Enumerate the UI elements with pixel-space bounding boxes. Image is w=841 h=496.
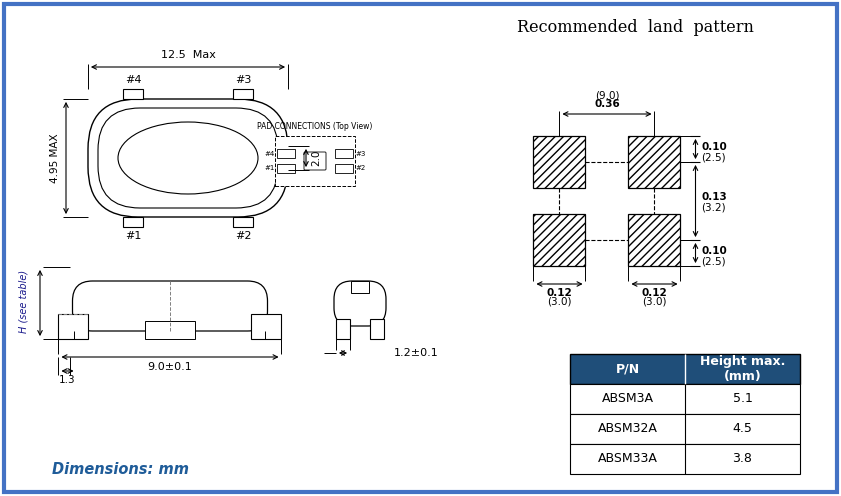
- Text: Recommended  land  pattern: Recommended land pattern: [516, 19, 754, 37]
- Text: 1.2±0.1: 1.2±0.1: [394, 348, 439, 358]
- Text: Dimensions: mm: Dimensions: mm: [52, 462, 189, 478]
- Text: 4.5: 4.5: [733, 423, 753, 435]
- Bar: [336, 319, 350, 339]
- Text: (2.5): (2.5): [701, 152, 726, 162]
- Bar: [145, 321, 195, 339]
- Text: #4: #4: [124, 75, 141, 85]
- Text: #2: #2: [235, 231, 251, 241]
- Text: #1: #1: [124, 231, 141, 241]
- Text: 12.5  Max: 12.5 Max: [161, 50, 215, 60]
- Bar: [335, 164, 353, 173]
- Text: 0.13: 0.13: [701, 192, 727, 202]
- FancyBboxPatch shape: [334, 281, 386, 326]
- Bar: [335, 149, 353, 158]
- FancyBboxPatch shape: [98, 108, 278, 208]
- Text: 2.0: 2.0: [311, 150, 321, 166]
- Text: Height max.
(mm): Height max. (mm): [700, 355, 785, 383]
- Bar: [233, 217, 253, 227]
- Bar: [277, 149, 295, 158]
- Text: 4.95 MAX: 4.95 MAX: [50, 133, 60, 183]
- Bar: [570, 354, 800, 384]
- Bar: [570, 384, 800, 414]
- Bar: [570, 414, 800, 444]
- Text: #2: #2: [355, 166, 365, 172]
- Text: (3.0): (3.0): [547, 297, 572, 307]
- Text: ABSM32A: ABSM32A: [598, 423, 658, 435]
- FancyBboxPatch shape: [304, 152, 326, 170]
- Bar: [123, 217, 143, 227]
- Text: 0.12: 0.12: [547, 288, 573, 298]
- Bar: [277, 164, 295, 173]
- Bar: [370, 319, 384, 339]
- Text: (2.5): (2.5): [701, 256, 726, 266]
- Text: ABSM3A: ABSM3A: [601, 392, 653, 406]
- Text: H (see table): H (see table): [19, 269, 29, 332]
- Text: (3.2): (3.2): [701, 202, 726, 212]
- Text: (9.0): (9.0): [595, 91, 619, 101]
- Bar: [628, 136, 680, 188]
- Ellipse shape: [118, 122, 258, 194]
- Text: 0.36: 0.36: [594, 99, 620, 109]
- Text: #3: #3: [235, 75, 251, 85]
- Text: 0.10: 0.10: [701, 142, 727, 152]
- Text: 1.3: 1.3: [59, 375, 76, 385]
- Bar: [275, 136, 355, 186]
- Text: 0.12: 0.12: [642, 288, 668, 298]
- Bar: [233, 89, 253, 99]
- Bar: [628, 214, 680, 266]
- Text: #1: #1: [265, 166, 275, 172]
- Text: (3.0): (3.0): [643, 297, 667, 307]
- Text: ABSM33A: ABSM33A: [598, 452, 658, 466]
- Text: 0.10: 0.10: [701, 246, 727, 256]
- FancyBboxPatch shape: [88, 99, 288, 217]
- Bar: [570, 444, 800, 474]
- Text: 9.0±0.1: 9.0±0.1: [148, 362, 193, 372]
- Bar: [533, 136, 585, 188]
- Bar: [123, 89, 143, 99]
- Text: PAD CONNECTIONS (Top View): PAD CONNECTIONS (Top View): [257, 122, 373, 131]
- Text: P/N: P/N: [616, 363, 639, 375]
- Bar: [351, 281, 369, 293]
- FancyBboxPatch shape: [72, 281, 267, 331]
- Text: 5.1: 5.1: [733, 392, 753, 406]
- Bar: [533, 214, 585, 266]
- Bar: [59, 314, 88, 339]
- Text: #3: #3: [355, 150, 365, 157]
- Text: 3.8: 3.8: [733, 452, 753, 466]
- Bar: [251, 314, 282, 339]
- Text: #4: #4: [265, 150, 275, 157]
